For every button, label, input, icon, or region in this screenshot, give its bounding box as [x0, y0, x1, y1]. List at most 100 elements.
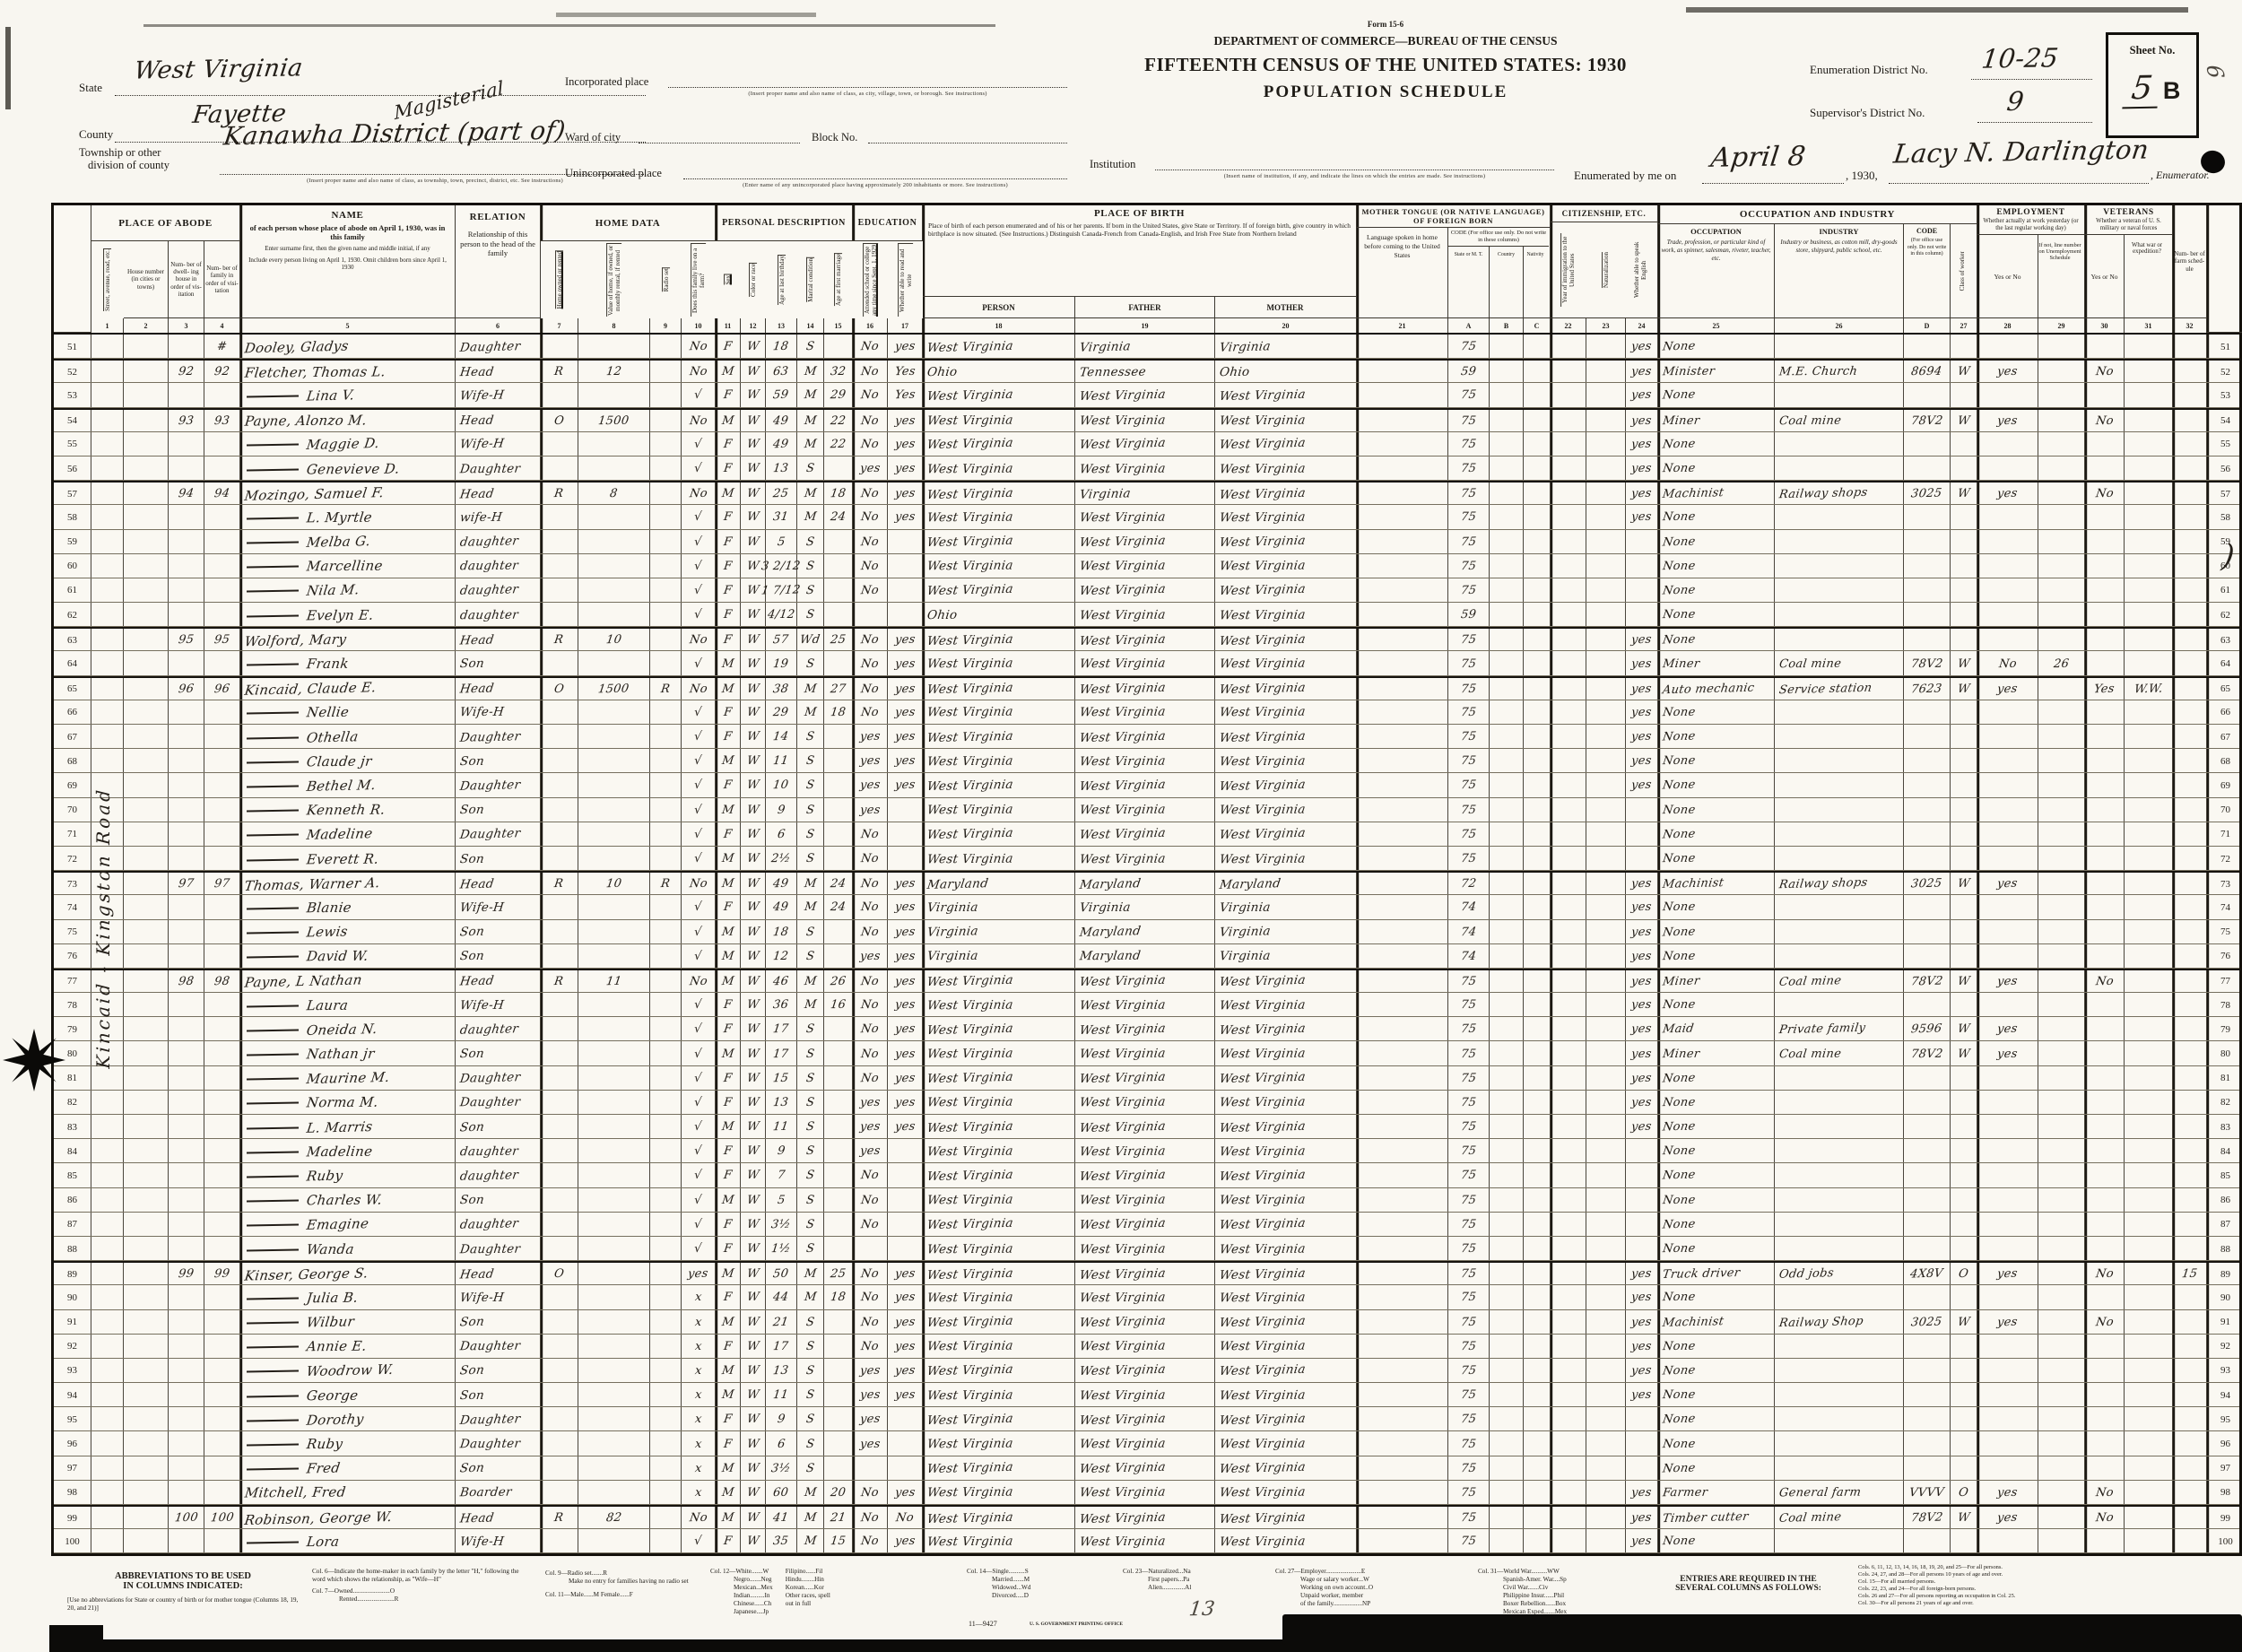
cell-cb — [1490, 1212, 1524, 1236]
cell-bp: West Virginia — [923, 1309, 1075, 1334]
handwritten-value: 57 — [772, 633, 790, 648]
handwritten-value: No — [688, 682, 708, 696]
cell-race: W — [741, 1456, 766, 1480]
cell-or — [541, 456, 578, 481]
census-row: 60 Marcelline daughter √ F W 3 2/12 S No West Vir… — [54, 553, 2239, 578]
handwritten-value: x — [693, 1461, 703, 1475]
cell-radio — [650, 1263, 682, 1285]
cell-age: 36 — [766, 993, 797, 1017]
cell-mar: M — [797, 677, 824, 700]
cell-mar: S — [797, 1309, 824, 1334]
col-birthplace-person: PERSON — [923, 297, 1075, 317]
cell-ind — [1775, 749, 1904, 773]
cell-cc — [1524, 725, 1551, 749]
cell-or — [541, 1187, 578, 1212]
handwritten-value: yes — [1630, 1095, 1653, 1110]
handwritten-value: 82 — [604, 1510, 623, 1526]
handwritten-value: W — [745, 1437, 760, 1451]
cell-bp: Maryland — [923, 873, 1075, 895]
cell-occ: Miner — [1658, 969, 1775, 993]
cell-house — [124, 1358, 169, 1383]
cell-st — [91, 431, 124, 456]
handwritten-value: M — [720, 949, 735, 963]
cell-house — [124, 1017, 169, 1041]
cell-sch: No — [853, 1285, 888, 1309]
cell-emp: yes — [1977, 1263, 2038, 1285]
census-row: 58 L. Myrtle wife-H √ F W 31 M 24 No yes West Virgi… — [54, 505, 2239, 530]
cell-emp — [1977, 1456, 2038, 1480]
handwritten-value: None — [1662, 559, 1697, 573]
handwritten-value: None — [1661, 1119, 1697, 1135]
cell-yr — [1551, 383, 1586, 407]
cell-val — [578, 1263, 650, 1285]
cell-age: 3½ — [766, 1212, 797, 1236]
cell-bp: West Virginia — [923, 969, 1075, 993]
cell-yr — [1551, 895, 1586, 919]
cell-val — [578, 1456, 650, 1480]
line-number-gutter-right — [2207, 205, 2242, 333]
handwritten-value: West Virginia — [1219, 704, 1307, 720]
footer-abbreviation-line: Col. 27—Employer......................E — [1275, 1568, 1366, 1575]
handwritten-value: √ — [693, 1169, 703, 1183]
cell-fs — [2173, 553, 2207, 578]
handwritten-value: 59 — [1460, 608, 1477, 622]
cell-ln: 90 — [2207, 1285, 2242, 1309]
cell-val — [578, 529, 650, 553]
veterans-instruction: Whether a veteran of U. S. military or n… — [2096, 218, 2161, 232]
cell-bp: West Virginia — [923, 578, 1075, 603]
cell-emp — [1977, 895, 2038, 919]
handwritten-value: No — [860, 682, 880, 696]
cell-nat — [1586, 1187, 1626, 1212]
cell-emp — [1977, 1285, 2038, 1309]
handwritten-value: S — [805, 949, 815, 963]
cell-fs — [2173, 1334, 2207, 1358]
handwritten-value: Maryland — [925, 875, 990, 892]
cell-or — [541, 993, 578, 1017]
cell-race: W — [741, 1480, 766, 1504]
handwritten-value: Miner — [1662, 656, 1701, 671]
handwritten-value: No — [860, 900, 880, 915]
footer-col31: Col. 31—World War..........WW Spanish-Ame… — [1478, 1568, 1630, 1616]
cell-mar: M — [797, 409, 824, 431]
cell-st — [91, 1431, 124, 1456]
cell-bf: West Virginia — [1075, 1407, 1215, 1431]
cell-farm: No — [682, 677, 716, 700]
cell-sch: No — [853, 578, 888, 603]
cell-war — [2125, 409, 2173, 431]
cell-ca: 75 — [1448, 1507, 1490, 1529]
cell-cd: 78V2 — [1904, 651, 1951, 675]
handwritten-value: M — [720, 1363, 735, 1378]
cell-ln: 97 — [54, 1456, 91, 1480]
cell-afm — [824, 797, 853, 822]
column-number: 5 — [240, 318, 456, 333]
cell-sex: F — [716, 1139, 741, 1163]
handwritten-value: S — [804, 1169, 816, 1183]
cell-rel: Wife-H — [456, 993, 541, 1017]
handwritten-value: M — [720, 1388, 735, 1403]
cell-sex: F — [716, 578, 741, 603]
cell-fs — [2173, 1236, 2207, 1261]
census-row: 51 # Dooley, Gladys Daughter No F W 18 S No yes Wes… — [54, 335, 2239, 360]
cell-spk: yes — [1626, 1041, 1658, 1065]
handwritten-value: None — [1661, 535, 1697, 550]
cell-cls — [1951, 335, 1977, 359]
cell-yr — [1551, 1041, 1586, 1065]
cell-house — [124, 969, 169, 993]
census-row: 87 Emagine daughter √ F W 3½ S No West Virginia We… — [54, 1212, 2239, 1237]
cell-bm: West Virginia — [1215, 1407, 1357, 1431]
cell-cls — [1951, 1334, 1977, 1358]
cell-nat — [1586, 603, 1626, 627]
cell-sch: No — [853, 846, 888, 871]
cell-sex: M — [716, 797, 741, 822]
cell-race: W — [741, 1263, 766, 1285]
cell-un — [2038, 1334, 2085, 1358]
handwritten-value: Daughter — [458, 1070, 522, 1087]
handwritten-value: West Virginia — [1078, 777, 1167, 795]
cell-sch: No — [853, 1263, 888, 1285]
cell-bf: West Virginia — [1075, 431, 1215, 456]
cell-ca: 75 — [1448, 409, 1490, 431]
column-number: 14 — [797, 318, 824, 333]
handwritten-value: West Virginia — [1218, 777, 1307, 795]
